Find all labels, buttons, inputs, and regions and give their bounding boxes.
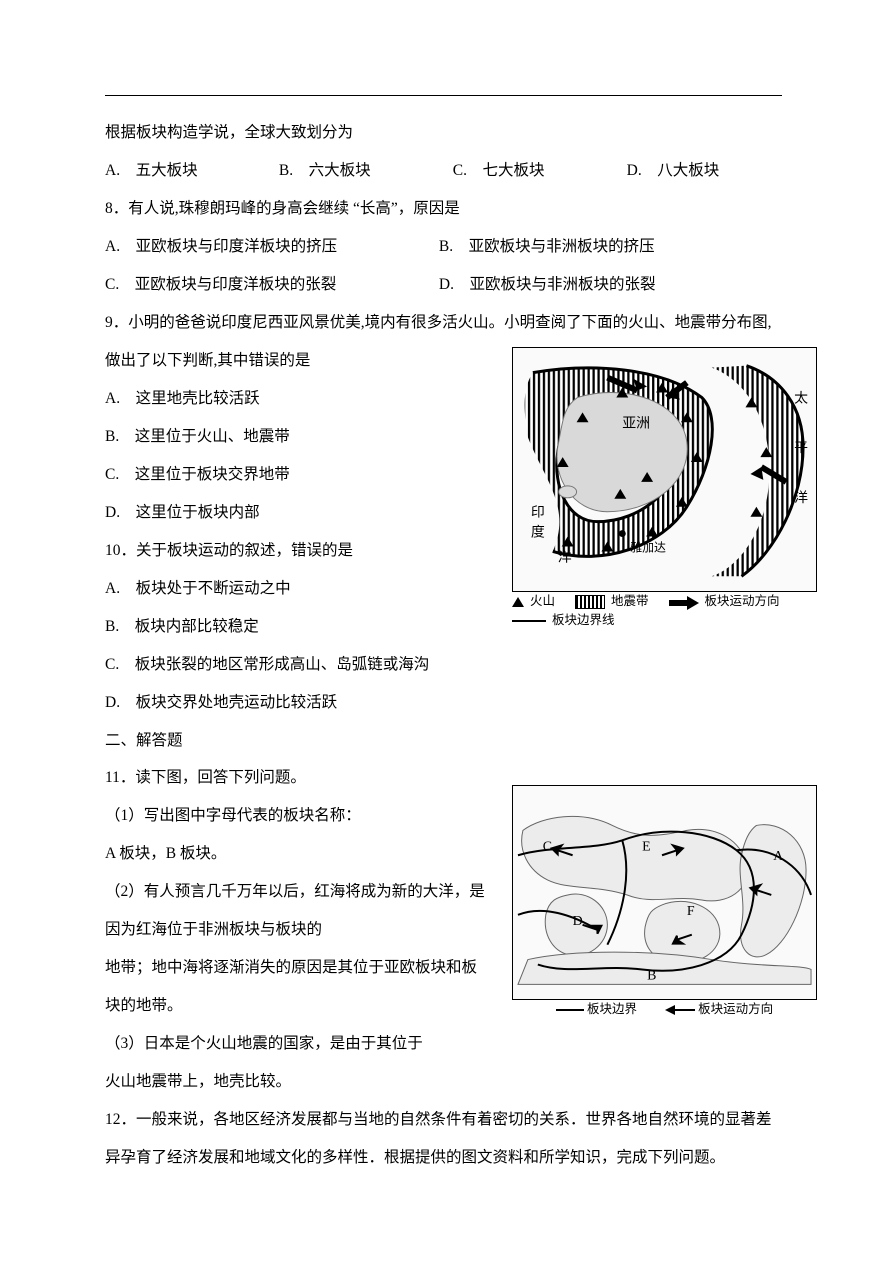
q8-opt-a: A. 亚欧板块与印度洋板块的挤压 — [105, 228, 435, 266]
q8-row1: A. 亚欧板块与印度洋板块的挤压 B. 亚欧板块与非洲板块的挤压 — [105, 228, 782, 266]
q9-l1: 9．小明的爸爸说印度尼西亚风景优美,境内有很多活火山。小明查阅了下面的火山、地震… — [105, 304, 782, 342]
q11-2b: 因为红海位于非洲板块与板块的 — [105, 911, 475, 949]
q11-3a: （3）日本是个火山地震的国家，是由于其位于 — [105, 1025, 782, 1063]
q7-opt-b: B. 六大板块 — [279, 152, 449, 190]
lg2-dir: 板块运动方向 — [698, 1002, 773, 1016]
volcano-icon — [512, 597, 524, 607]
page: 根据板块构造学说，全球大致划分为 A. 五大板块 B. 六大板块 C. 七大板块… — [0, 0, 892, 1262]
lg-dir: 板块运动方向 — [705, 592, 780, 611]
q8-opt-c: C. 亚欧板块与印度洋板块的张裂 — [105, 266, 435, 304]
fig2-D: D — [573, 914, 583, 929]
fig1-svg: 亚洲 太 平 洋 印 度 洋 雅加达 — [513, 348, 816, 591]
q11-3b: 火山地震带上，地壳比较。 — [105, 1063, 782, 1101]
fig1-pac-b: 洋 — [794, 490, 808, 506]
q10-opt-c: C. 板块张裂的地区常形成高山、岛弧链或海沟 — [105, 646, 782, 684]
q7-opt-d: D. 八大板块 — [627, 152, 720, 190]
q8-row2: C. 亚欧板块与印度洋板块的张裂 D. 亚欧板块与非洲板块的张裂 — [105, 266, 782, 304]
fig2-E: E — [642, 839, 651, 854]
q11-2c: 地带；地中海将逐渐消失的原因是其位于亚欧板块和板 — [105, 949, 475, 987]
fig2-legend: 板块边界 板块运动方向 — [512, 1000, 817, 1019]
q10-opt-d: D. 板块交界处地壳运动比较活跃 — [105, 684, 782, 722]
hatch-icon — [575, 595, 605, 609]
figure-plate-volcano-map: 亚洲 太 平 洋 印 度 洋 雅加达 — [512, 347, 817, 592]
fig1-jakarta: 雅加达 — [630, 540, 666, 554]
q11-2a: （2）有人预言几千万年以后，红海将成为新的大洋，是 — [105, 873, 475, 911]
lg-boundary: 板块边界线 — [552, 611, 615, 630]
q12a: 12．一般来说，各地区经济发展都与当地的自然条件有着密切的关系．世界各地自然环境… — [105, 1101, 782, 1139]
fig1-ind-t: 印 — [531, 505, 545, 521]
lg-belt: 地震带 — [611, 592, 649, 611]
q7-opt-a: A. 五大板块 — [105, 152, 275, 190]
fig2-B: B — [647, 968, 656, 983]
fig1-pac-t: 太 — [794, 390, 808, 406]
boundary-line-icon-2 — [556, 1009, 584, 1011]
figure-world-plates-map: A B C D E F — [512, 785, 817, 1000]
fig2-A: A — [773, 849, 783, 864]
fig1-asia: 亚洲 — [622, 416, 650, 431]
q12b: 异孕育了经济发展和地域文化的多样性．根据提供的图文资料和所学知识，完成下列问题。 — [105, 1139, 782, 1177]
lg2-boundary: 板块边界 — [587, 1002, 637, 1016]
fig1-pac-m: 平 — [794, 441, 808, 456]
q7-opt-c: C. 七大板块 — [453, 152, 623, 190]
fig2-svg: A B C D E F — [513, 786, 816, 999]
q8-opt-d: D. 亚欧板块与非洲板块的张裂 — [439, 266, 656, 304]
top-rule — [105, 95, 782, 96]
fig1-ind-b: 洋 — [558, 549, 572, 565]
q8: 8．有人说,珠穆朗玛峰的身高会继续 “长高”，原因是 — [105, 190, 782, 228]
q-intro: 根据板块构造学说，全球大致划分为 — [105, 114, 782, 152]
lg-volcano: 火山 — [530, 592, 555, 611]
fig2-F: F — [687, 904, 695, 919]
q11-2d: 块的地带。 — [105, 987, 475, 1025]
fig1-ind-m: 度 — [531, 525, 545, 541]
fig2-C: C — [543, 839, 552, 854]
fig1-legend: 火山 地震带 板块运动方向 板块边界线 — [512, 592, 817, 631]
q7-options: A. 五大板块 B. 六大板块 C. 七大板块 D. 八大板块 — [105, 152, 782, 190]
boundary-line-icon — [512, 620, 546, 622]
q8-opt-b: B. 亚欧板块与非洲板块的挤压 — [439, 228, 655, 266]
section-2: 二、解答题 — [105, 722, 782, 760]
arrow-left-icon — [665, 1005, 695, 1015]
arrow-icon — [669, 597, 699, 607]
